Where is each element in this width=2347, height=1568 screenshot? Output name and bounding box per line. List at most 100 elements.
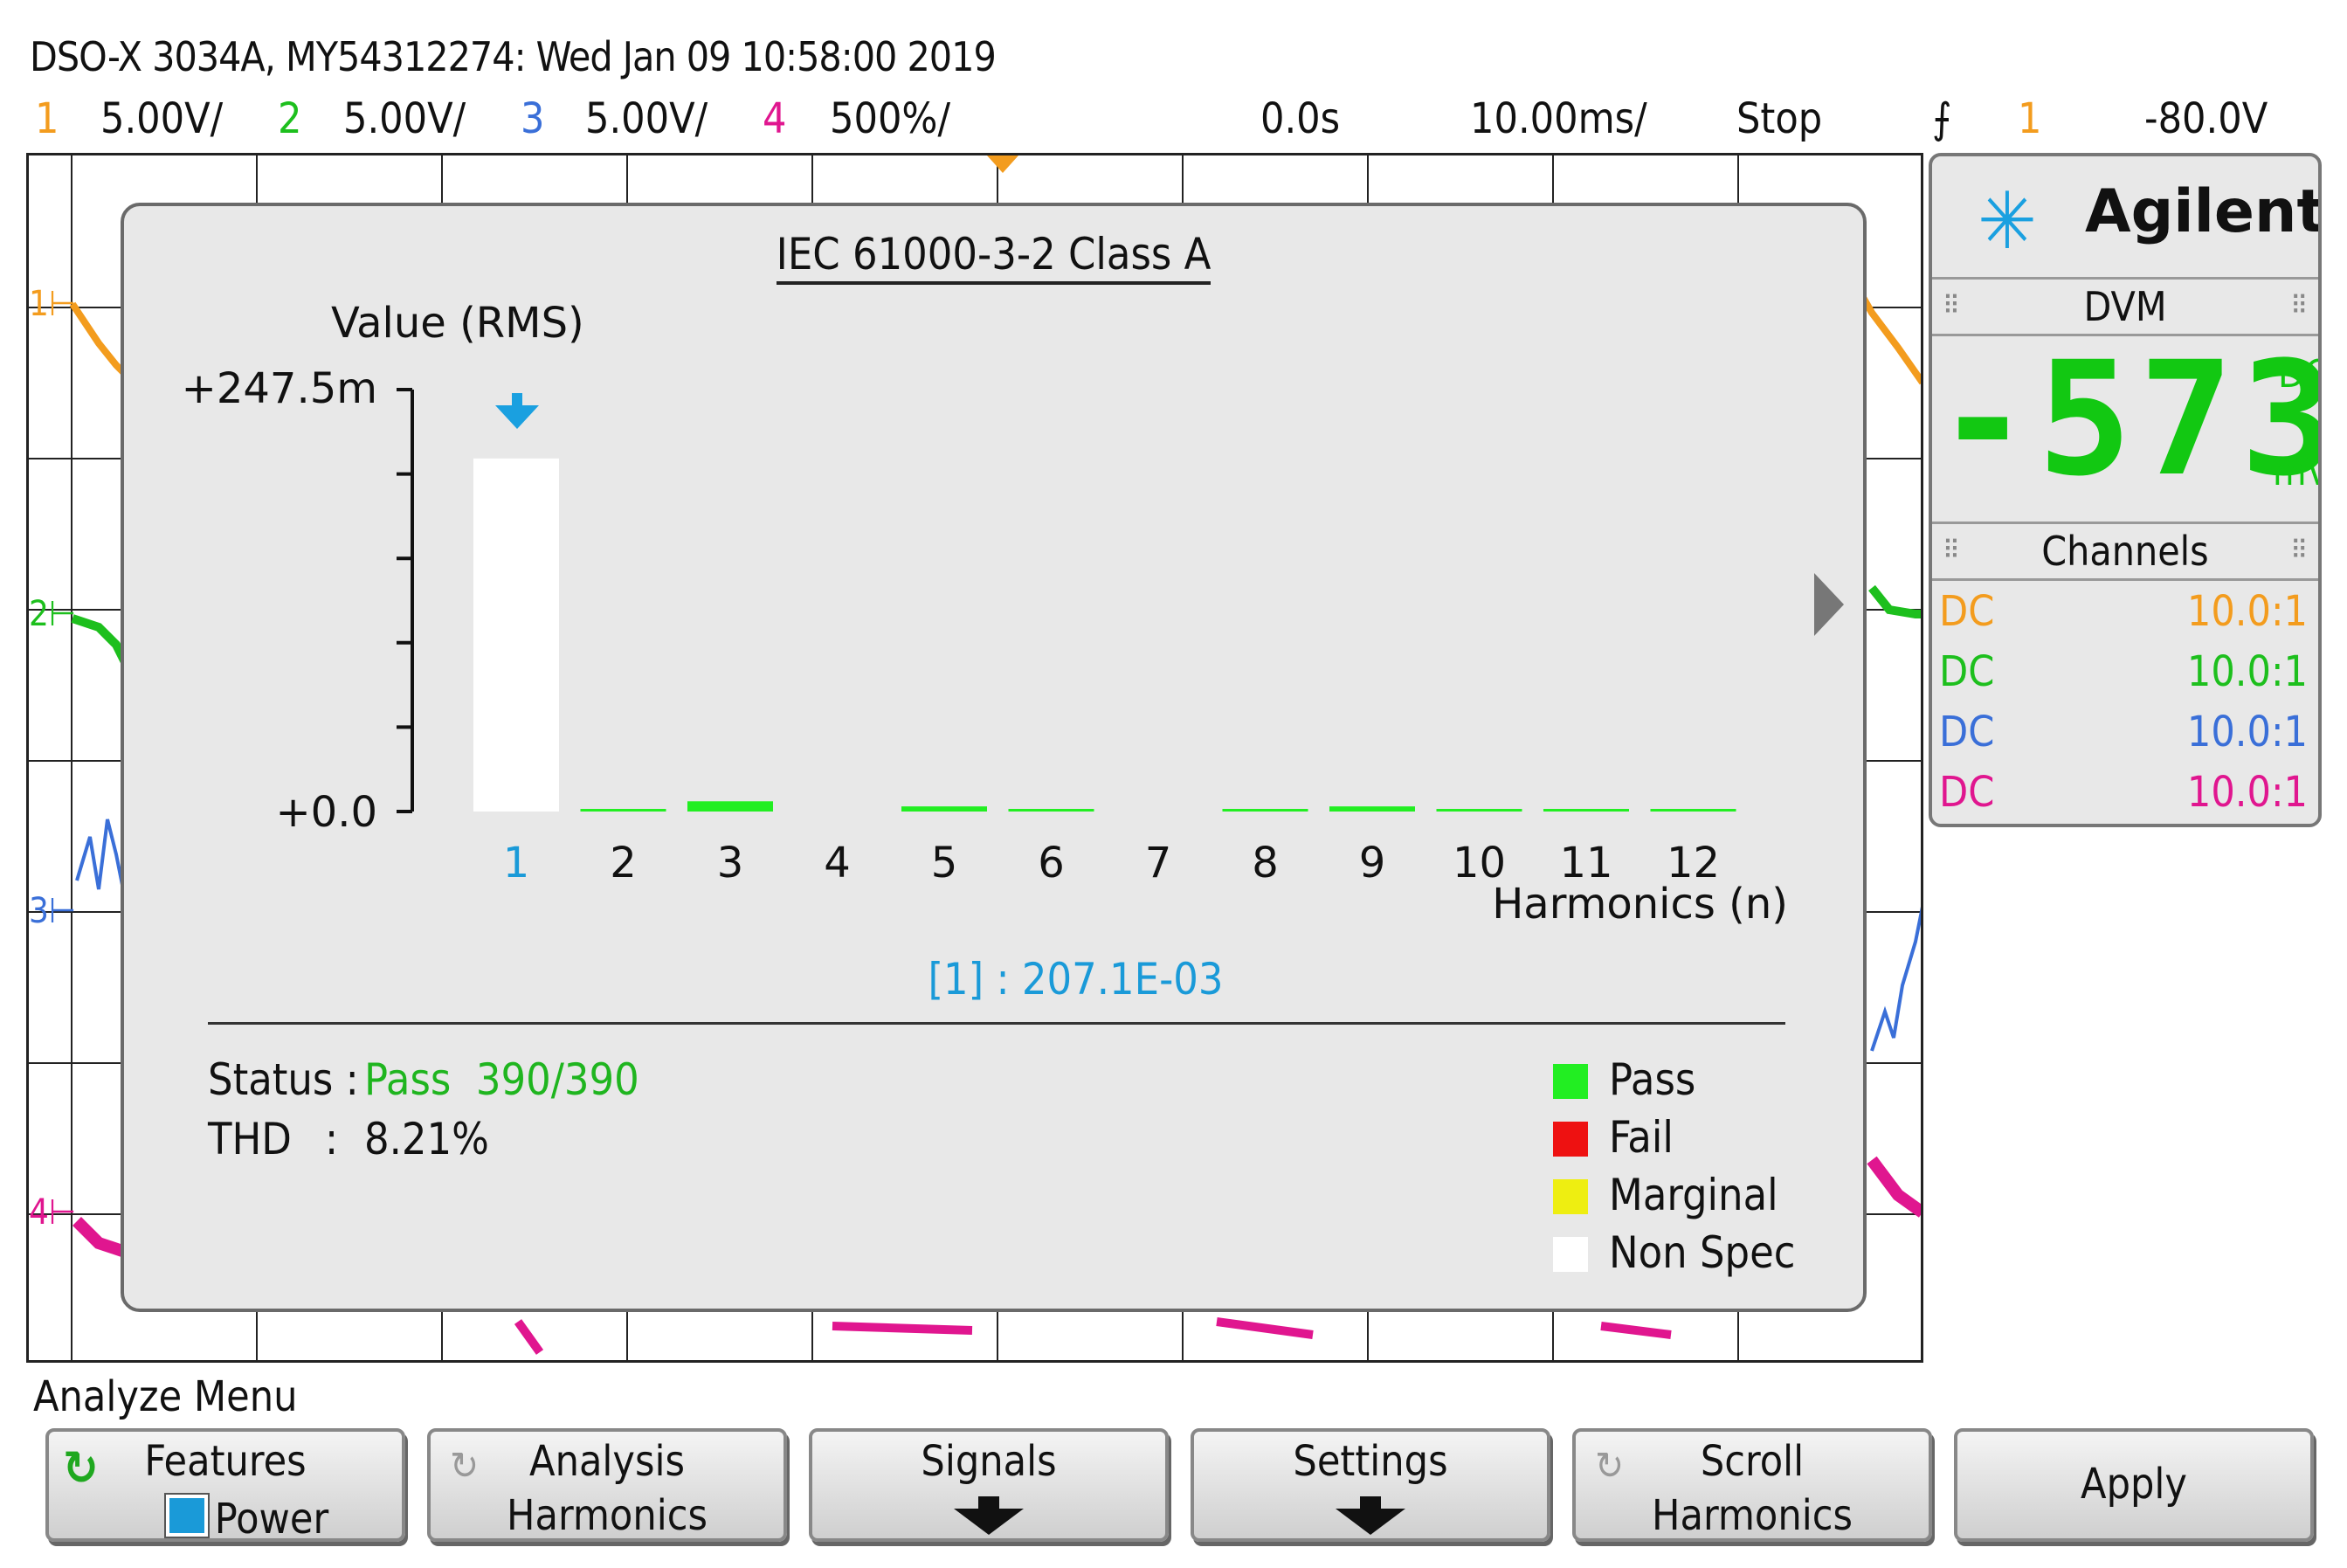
thd-separator: : (325, 1114, 339, 1164)
softkey-label: Analysis (529, 1437, 685, 1486)
selected-harmonic-readout: [1] : 207.1E-03 (928, 954, 1224, 1005)
x-tick-label-12: 12 (1667, 839, 1720, 888)
ch3-probe[interactable]: 10.0:1 (2186, 708, 2308, 756)
timebase-readout[interactable]: 10.00ms/ (1470, 94, 1647, 143)
ch3-scale[interactable]: 5.00V/ (585, 94, 708, 143)
dvm-coupling: DC (2278, 352, 2318, 397)
legend-label-marginal: Marginal (1609, 1170, 1778, 1220)
submenu-arrow-icon (1336, 1496, 1405, 1535)
x-tick-label-7: 7 (1145, 839, 1172, 888)
harmonic-bar-8[interactable] (1222, 809, 1308, 812)
agilent-spark-logo-icon: ✳ (1978, 176, 2037, 267)
softkey-value: Harmonics (1652, 1491, 1853, 1540)
harmonic-bar-1[interactable] (473, 458, 559, 812)
scroll-harmonics-softkey[interactable]: ↻ Scroll Harmonics (1572, 1428, 1932, 1542)
window-title: DSO-X 3034A, MY54312274: Wed Jan 09 10:5… (30, 33, 997, 80)
harmonic-bar-10[interactable] (1436, 809, 1522, 812)
x-tick-label-11: 11 (1559, 839, 1612, 888)
legend-label-fail: Fail (1609, 1112, 1674, 1163)
ch3-ground-marker[interactable]: 3⊢ (29, 891, 77, 931)
legend-label-pass: Pass (1609, 1054, 1696, 1105)
grip-icon: ⠿ (1943, 535, 1960, 566)
ch4-coupling[interactable]: DC (1939, 768, 1995, 817)
grip-icon: ⠿ (2290, 535, 2308, 566)
ch4-scale[interactable]: 500%/ (830, 94, 950, 143)
softkey-label: Scroll (1700, 1437, 1805, 1486)
analysis-harmonics-softkey[interactable]: ↻ Analysis Harmonics (427, 1428, 787, 1542)
side-panel: ✳ Agilent ⠿ DVM ⠿ -573 DC mV ⠿ Channels … (1929, 153, 2322, 827)
softkey-label: Signals (921, 1437, 1057, 1486)
next-page-arrow-icon[interactable] (1814, 573, 1844, 636)
ch1-probe[interactable]: 10.0:1 (2186, 587, 2308, 636)
grip-icon: ⠿ (2290, 291, 2308, 321)
dvm-header[interactable]: ⠿ DVM ⠿ (1932, 277, 2318, 336)
softkey-label: Settings (1293, 1437, 1448, 1486)
features-power-softkey[interactable]: ↻ Features Power (45, 1428, 405, 1542)
legend-swatch-marginal (1553, 1179, 1588, 1214)
harmonic-bar-5[interactable] (901, 806, 987, 812)
signals-softkey[interactable]: Signals (809, 1428, 1169, 1542)
ch4-number: 4 (763, 94, 787, 143)
x-axis-title: Harmonics (n) (1492, 880, 1788, 929)
ch2-ground-marker[interactable]: 2⊢ (29, 594, 77, 634)
ch2-coupling[interactable]: DC (1939, 647, 1995, 696)
softkey-value: Harmonics (507, 1491, 708, 1540)
trigger-edge-icon: ⨍ (1932, 94, 1952, 143)
ch1-coupling[interactable]: DC (1939, 587, 1995, 636)
apply-softkey[interactable]: Apply (1954, 1428, 2314, 1542)
dvm-unit: mV (2273, 450, 2318, 494)
power-indicator-icon (163, 1493, 210, 1538)
ch4-probe[interactable]: 10.0:1 (2186, 768, 2308, 817)
cycle-icon: ↻ (63, 1440, 99, 1495)
cycle-icon: ↻ (1595, 1444, 1625, 1489)
trigger-level[interactable]: -80.0V (2144, 94, 2268, 143)
run-state: Stop (1736, 94, 1823, 143)
thd-label: THD (208, 1114, 292, 1164)
x-tick-label-1: 1 (503, 839, 530, 888)
x-tick-label-9: 9 (1359, 839, 1386, 888)
legend-swatch-non-spec (1553, 1237, 1588, 1272)
ch3-coupling[interactable]: DC (1939, 708, 1995, 756)
harmonic-bar-12[interactable] (1650, 809, 1736, 812)
ch1-ground-marker[interactable]: 1⊢ (29, 284, 77, 324)
channels-header[interactable]: ⠿ Channels ⠿ (1932, 522, 2318, 581)
dialog-title: IEC 61000-3-2 Class A (124, 232, 1863, 285)
delay-readout[interactable]: 0.0s (1260, 94, 1341, 143)
legend-label-non-spec: Non Spec (1609, 1227, 1796, 1278)
harmonic-bar-9[interactable] (1329, 806, 1415, 812)
brand-name: Agilent (2085, 177, 2322, 246)
ch3-number: 3 (521, 94, 545, 143)
grip-icon: ⠿ (1943, 291, 1960, 321)
harmonic-bar-6[interactable] (1008, 809, 1094, 812)
ch2-probe[interactable]: 10.0:1 (2186, 647, 2308, 696)
ch1-scale[interactable]: 5.00V/ (100, 94, 224, 143)
harmonic-bar-7[interactable] (1115, 809, 1201, 812)
ch2-scale[interactable]: 5.00V/ (343, 94, 466, 143)
harmonic-bar-3[interactable] (687, 801, 773, 812)
x-tick-label-2: 2 (610, 839, 637, 888)
harmonic-bar-11[interactable] (1543, 809, 1629, 812)
harmonics-chart[interactable]: Value (RMS) +247.5m +0.0 1 2 3 4 5 6 7 8 9 10 11 12… (124, 206, 1863, 992)
ch2-number: 2 (278, 94, 302, 143)
x-tick-label-4: 4 (824, 839, 851, 888)
divider (208, 1022, 1785, 1025)
harmonic-bar-2[interactable] (580, 809, 666, 812)
harmonic-bar-4[interactable] (795, 809, 880, 812)
dvm-value: -573 (1936, 328, 2322, 511)
x-tick-label-5: 5 (931, 839, 958, 888)
softkey-value: Power (49, 1493, 402, 1540)
status-value: Pass 390/390 (364, 1054, 639, 1105)
y-top-label: +247.5m (182, 364, 377, 413)
x-tick-label-6: 6 (1038, 839, 1065, 888)
ch1-number: 1 (35, 94, 59, 143)
x-tick-label-8: 8 (1252, 839, 1279, 888)
harmonics-dialog: IEC 61000-3-2 Class A Value (RMS) +247.5… (121, 203, 1867, 1312)
x-tick-label-3: 3 (717, 839, 744, 888)
softkey-label: Features (144, 1437, 307, 1486)
selection-marker-icon (495, 405, 539, 429)
cycle-icon: ↻ (450, 1444, 480, 1489)
x-tick-label-10: 10 (1453, 839, 1506, 888)
softkey-label: Apply (2081, 1460, 2187, 1509)
settings-softkey[interactable]: Settings (1191, 1428, 1550, 1542)
ch4-ground-marker[interactable]: 4⊢ (29, 1192, 77, 1233)
